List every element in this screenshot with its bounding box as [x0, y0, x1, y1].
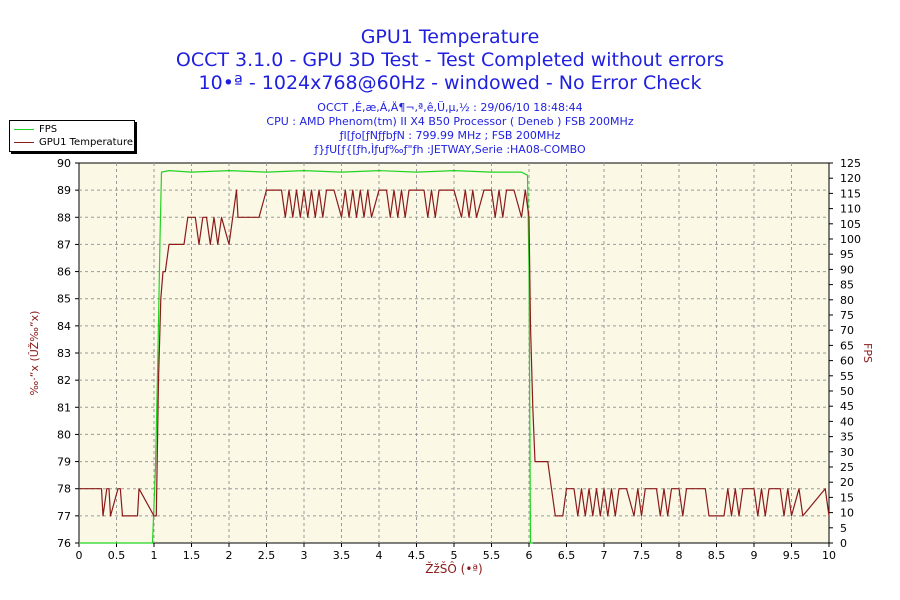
- legend-label-temperature: GPU1 Temperature: [39, 137, 133, 148]
- x-tick-label: 2: [226, 549, 233, 562]
- info-date-line: OCCT ,É,æ,Á,Ä¶¬,ª,ê,Ü,µ,½ : 29/06/10 18:…: [317, 101, 583, 114]
- y-left-tick-label: 79: [57, 456, 71, 469]
- y-right-tick-label: 35: [840, 431, 854, 444]
- x-tick-label: 8: [676, 549, 683, 562]
- y-right-tick-label: 105: [840, 218, 861, 231]
- x-tick-label: 4.5: [408, 549, 426, 562]
- y-right-tick-label: 115: [840, 187, 861, 200]
- y-left-tick-label: 83: [57, 347, 71, 360]
- legend-swatch-fps: [14, 129, 34, 130]
- info-clock-line: ƒI[ƒo[ƒNƒƒbƒN : 799.99 MHz ; FSB 200MHz: [339, 129, 561, 142]
- y-left-tick-label: 80: [57, 428, 71, 441]
- x-tick-label: 7.5: [633, 549, 651, 562]
- system-info-block: OCCT ,É,æ,Á,Ä¶¬,ª,ê,Ü,µ,½ : 29/06/10 18:…: [0, 101, 900, 157]
- x-tick-label: 0.5: [108, 549, 126, 562]
- y-left-tick-label: 78: [57, 483, 71, 496]
- y-left-tick-label: 84: [57, 320, 71, 333]
- x-tick-label: 1.5: [183, 549, 201, 562]
- y-left-tick-label: 76: [57, 537, 71, 550]
- y-left-tick-label: 88: [57, 211, 71, 224]
- y-right-tick-label: 30: [840, 446, 854, 459]
- chart-title: GPU1 Temperature: [360, 26, 540, 48]
- legend-label-fps: FPS: [39, 124, 58, 135]
- x-tick-label: 2.5: [258, 549, 276, 562]
- y-right-tick-label: 65: [840, 339, 854, 352]
- y-right-tick-label: 15: [840, 491, 854, 504]
- x-tick-label: 6.5: [558, 549, 576, 562]
- y-left-tick-label: 89: [57, 184, 71, 197]
- axis-layer: 0 0.5 1 1.5 2 2.5 3 3.5 4 4.5 5 5.5 6 6.5 7 7.5 8 8.5 9 9.5…: [57, 157, 861, 562]
- legend-item-temperature: GPU1 Temperature: [14, 136, 133, 149]
- series-layer: [79, 170, 830, 544]
- chart-subtitle-settings: 10•ª - 1024x768@60Hz - windowed - No Err…: [198, 72, 702, 94]
- x-axis-label: ŽžŠÔ (•ª): [425, 561, 483, 576]
- x-tick-label: 10: [822, 549, 836, 562]
- y-right-tick-label: 80: [840, 294, 854, 307]
- y-right-tick-label: 110: [840, 203, 861, 216]
- y-right-tick-label: 120: [840, 172, 861, 185]
- y-right-tick-label: 60: [840, 355, 854, 368]
- x-tick-label: 5.5: [483, 549, 501, 562]
- x-tick-label: 8.5: [708, 549, 726, 562]
- info-cpu-line: CPU : AMD Phenom(tm) II X4 B50 Processor…: [266, 115, 634, 128]
- y-left-tick-label: 90: [57, 157, 71, 170]
- y-left-tick-label: 77: [57, 510, 71, 523]
- chart-title-block: GPU1 Temperature OCCT 3.1.0 - GPU 3D Tes…: [0, 26, 900, 95]
- y-right-tick-label: 25: [840, 461, 854, 474]
- y-left-tick-label: 85: [57, 293, 71, 306]
- y-left-tick-label: 81: [57, 401, 71, 414]
- y-right-tick-label: 95: [840, 248, 854, 261]
- chart-legend: FPS GPU1 Temperature: [9, 120, 135, 152]
- x-tick-label: 9: [751, 549, 758, 562]
- y-right-tick-label: 40: [840, 415, 854, 428]
- y-right-tick-label: 55: [840, 370, 854, 383]
- y-right-tick-label: 125: [840, 157, 861, 170]
- y-right-tick-label: 100: [840, 233, 861, 246]
- y-left-tick-label: 86: [57, 266, 71, 279]
- y-right-tick-label: 90: [840, 263, 854, 276]
- y-right-tick-label: 45: [840, 400, 854, 413]
- series-line-fps: [79, 170, 533, 544]
- y-right-tick-label: 5: [840, 522, 847, 535]
- y-right-tick-label: 75: [840, 309, 854, 322]
- x-tick-label: 5: [451, 549, 458, 562]
- x-tick-label: 3: [301, 549, 308, 562]
- info-motherboard-line: ƒ}ƒU[ƒ{[ƒh,Ìƒuƒ‰ƒ"ƒh :JETWAY,Serie :HA08…: [314, 143, 586, 156]
- x-tick-label: 0: [76, 549, 83, 562]
- y-right-tick-label: 10: [840, 507, 854, 520]
- x-tick-label: 6: [526, 549, 533, 562]
- x-tick-label: 9.5: [783, 549, 801, 562]
- y-right-tick-label: 0: [840, 537, 847, 550]
- x-tick-label: 3.5: [333, 549, 351, 562]
- legend-swatch-temperature: [14, 142, 34, 143]
- legend-item-fps: FPS: [14, 123, 57, 136]
- y-right-axis-label: FPS: [861, 343, 874, 363]
- y-right-tick-label: 50: [840, 385, 854, 398]
- chart-subtitle: OCCT 3.1.0 - GPU 3D Test - Test Complete…: [175, 49, 725, 71]
- y-right-tick-label: 20: [840, 476, 854, 489]
- y-left-tick-label: 82: [57, 374, 71, 387]
- y-right-tick-label: 85: [840, 279, 854, 292]
- x-tick-label: 1: [151, 549, 158, 562]
- x-tick-label: 4: [376, 549, 383, 562]
- series-line-temperature: [79, 189, 830, 517]
- x-tick-label: 7: [601, 549, 608, 562]
- y-left-axis-label: ‰·“x (ÛŽ‰“x): [28, 311, 41, 396]
- y-left-tick-label: 87: [57, 238, 71, 251]
- y-right-tick-label: 70: [840, 324, 854, 337]
